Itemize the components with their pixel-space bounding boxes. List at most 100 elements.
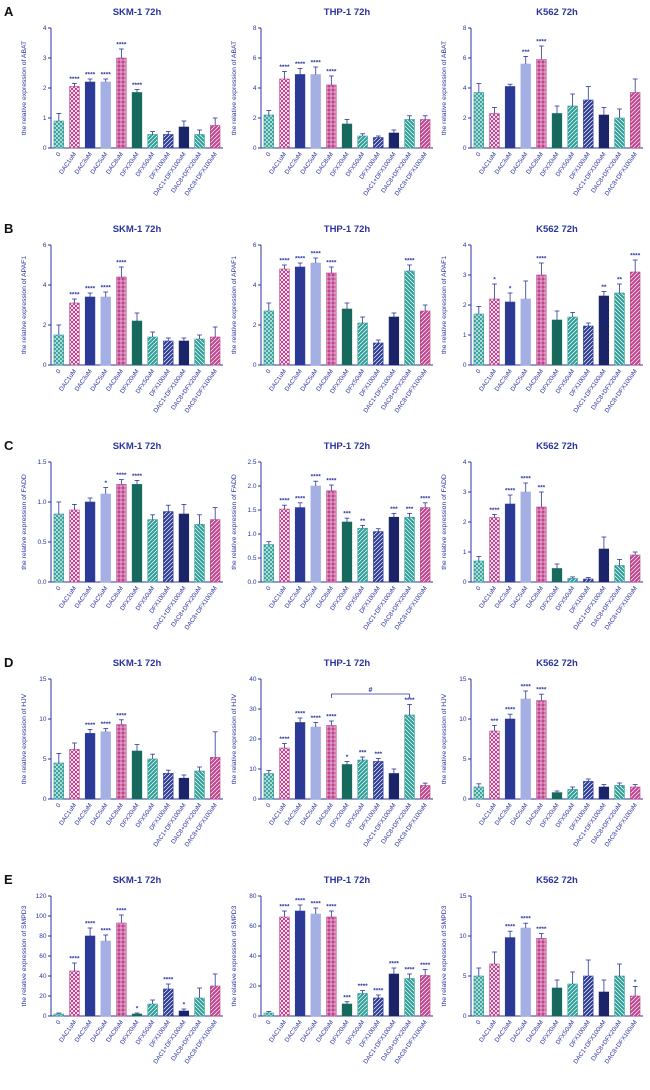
bar xyxy=(163,511,174,583)
bar xyxy=(194,997,205,1017)
bar xyxy=(210,985,221,1017)
bar xyxy=(194,524,205,583)
bar xyxy=(567,316,578,366)
bar xyxy=(373,531,384,583)
significance-label: **** xyxy=(295,61,306,68)
svg-text:0: 0 xyxy=(43,1013,47,1020)
bar xyxy=(630,92,641,149)
svg-text:4: 4 xyxy=(463,242,467,249)
significance-label: **** xyxy=(326,714,337,721)
bar xyxy=(489,113,500,149)
svg-text:4: 4 xyxy=(463,85,467,92)
bar xyxy=(263,544,274,583)
bar xyxy=(504,86,516,149)
bar-chart-svg: K562 72h the relative expression of ABAT 0… xyxy=(441,7,643,197)
chart-title: SKM-1 72h xyxy=(113,658,162,669)
svg-text:8: 8 xyxy=(463,25,467,32)
svg-text:60: 60 xyxy=(39,953,47,960)
bar xyxy=(100,731,111,800)
bar xyxy=(630,995,641,1017)
chart-title: SKM-1 72h xyxy=(113,441,162,452)
bar xyxy=(131,92,143,149)
y-axis-label: the relative expression of HJV xyxy=(441,693,448,784)
svg-text:1: 1 xyxy=(43,115,47,122)
chart-fadd-k562: K562 72h the relative expression of FADD 0… xyxy=(439,436,649,651)
bar xyxy=(100,296,111,366)
bar xyxy=(279,747,290,800)
x-axis-label: 0 xyxy=(475,1019,483,1026)
chart-title: K562 72h xyxy=(536,224,578,235)
bar xyxy=(357,135,368,149)
significance-label: **** xyxy=(295,256,306,263)
y-axis-label: the relative expression of HJV xyxy=(231,693,238,784)
svg-text:0: 0 xyxy=(253,145,257,152)
bar xyxy=(294,74,306,149)
bar xyxy=(630,271,641,366)
bar xyxy=(147,336,158,366)
bar xyxy=(116,57,127,149)
bar xyxy=(69,302,80,366)
bar xyxy=(404,978,415,1017)
bar xyxy=(504,503,516,583)
significance-label: **** xyxy=(489,507,500,514)
bar xyxy=(53,334,64,366)
bar xyxy=(536,59,547,149)
bar xyxy=(583,99,594,149)
svg-text:0.0: 0.0 xyxy=(247,579,256,586)
bar xyxy=(147,1003,158,1017)
bar xyxy=(310,74,321,149)
bar xyxy=(630,554,641,583)
significance-label: **** xyxy=(326,260,337,267)
bar xyxy=(489,963,500,1017)
bar xyxy=(294,266,306,366)
bar xyxy=(163,988,174,1017)
chart-abat-k562: K562 72h the relative expression of ABAT 0… xyxy=(439,2,649,217)
svg-text:60: 60 xyxy=(249,923,257,930)
significance-label: **** xyxy=(373,988,384,995)
y-axis-label: the relative expression of SMPD3 xyxy=(21,905,28,1006)
svg-text:2: 2 xyxy=(463,115,467,122)
bar xyxy=(551,568,563,583)
significance-label: ** xyxy=(601,284,607,291)
svg-text:0: 0 xyxy=(463,579,467,586)
bar xyxy=(326,272,337,366)
chart-abat-skm1: SKM-1 72h the relative expression of ABAT… xyxy=(19,2,229,217)
bar xyxy=(116,276,127,366)
svg-text:3: 3 xyxy=(43,55,47,62)
significance-label: **** xyxy=(116,712,127,719)
chart-title: K562 72h xyxy=(536,875,578,886)
svg-text:10: 10 xyxy=(39,716,47,723)
svg-text:40: 40 xyxy=(249,676,257,683)
significance-label: **** xyxy=(326,904,337,911)
x-axis-label: 0 xyxy=(475,151,483,158)
bar xyxy=(341,521,353,583)
bar xyxy=(279,268,290,366)
bar xyxy=(583,325,594,366)
bar xyxy=(326,84,337,149)
bar xyxy=(178,513,190,583)
x-axis-label: 0 xyxy=(265,151,273,158)
bar xyxy=(100,940,111,1017)
chart-title: THP-1 72h xyxy=(324,7,371,18)
bar xyxy=(489,517,500,583)
svg-text:2: 2 xyxy=(43,85,47,92)
significance-label: * xyxy=(634,979,637,986)
bar xyxy=(294,722,306,800)
svg-text:3: 3 xyxy=(463,489,467,496)
bar xyxy=(163,773,174,800)
svg-text:2: 2 xyxy=(463,302,467,309)
bar xyxy=(388,773,400,800)
bar-chart-svg: SKM-1 72h the relative expression of SMPD… xyxy=(21,875,223,1065)
bar-chart-svg: K562 72h the relative expression of SMPD3… xyxy=(441,875,643,1065)
bar xyxy=(263,114,274,149)
chart-title: SKM-1 72h xyxy=(113,7,162,18)
svg-text:100: 100 xyxy=(36,913,47,920)
bar xyxy=(614,292,625,366)
bar xyxy=(341,123,353,149)
significance-label: **** xyxy=(116,472,127,479)
chart-hjv-skm1: SKM-1 72h the relative expression of HJV 0… xyxy=(19,653,229,868)
bar xyxy=(116,484,127,583)
significance-label: * xyxy=(136,1006,139,1013)
significance-label: **** xyxy=(404,697,415,704)
